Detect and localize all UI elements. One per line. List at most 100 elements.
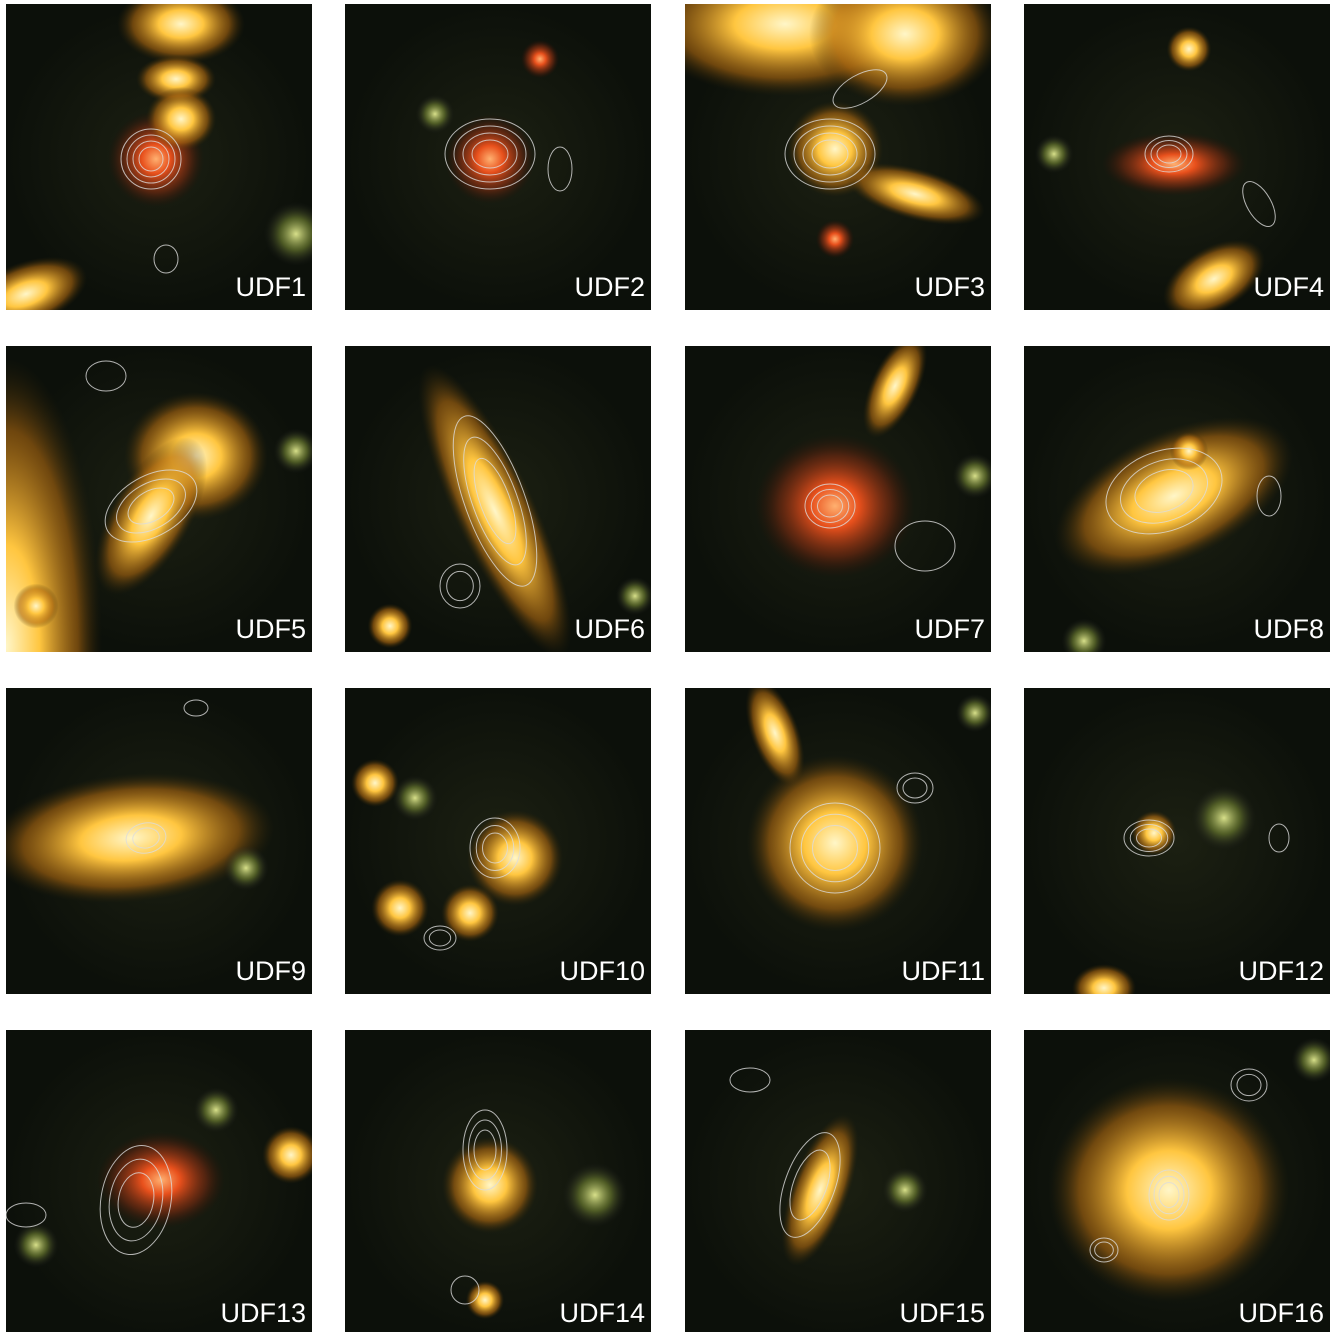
- galaxy: [442, 1137, 538, 1233]
- galaxy: [445, 114, 535, 204]
- galaxy: [145, 87, 217, 151]
- contour: [817, 494, 843, 518]
- contour: [1119, 458, 1209, 524]
- contour: [832, 69, 888, 109]
- galaxy: [418, 365, 572, 652]
- galaxy: [845, 163, 985, 225]
- contour: [1094, 1241, 1114, 1259]
- contour: [802, 132, 858, 176]
- contour: [1150, 140, 1188, 168]
- panel-label: UDF7: [914, 614, 985, 644]
- contour: [439, 563, 481, 609]
- panel: UDF4: [1024, 4, 1330, 310]
- galaxy: [95, 437, 207, 595]
- contour: [473, 457, 517, 545]
- contour: [812, 825, 858, 871]
- galaxy: [955, 693, 991, 733]
- contour: [125, 822, 167, 854]
- contour: [428, 929, 452, 947]
- contour: [1144, 135, 1194, 173]
- panel: UDF6: [345, 346, 651, 652]
- galaxy: [6, 256, 88, 310]
- contour: [811, 139, 849, 169]
- galaxy: [882, 1167, 928, 1213]
- contour: [1134, 469, 1194, 513]
- panel-label: UDF15: [899, 1298, 985, 1328]
- contour: [793, 125, 867, 183]
- panel: UDF14: [345, 1030, 651, 1332]
- contour: [475, 825, 515, 871]
- galaxy: [1162, 239, 1266, 310]
- galaxy: [1291, 1037, 1330, 1083]
- panel-label: UDF14: [559, 1298, 645, 1328]
- panel: UDF10: [345, 688, 651, 994]
- panel: UDF13: [6, 1030, 312, 1332]
- panel-background: [1024, 688, 1330, 994]
- galaxy: [1166, 26, 1212, 72]
- galaxy: [273, 428, 312, 474]
- galaxy: [862, 346, 928, 438]
- contour: [138, 146, 164, 172]
- galaxy: [747, 755, 923, 931]
- galaxy: [415, 94, 455, 134]
- contour: [471, 139, 509, 169]
- contour: [468, 1119, 502, 1181]
- galaxy: [13, 1222, 59, 1268]
- galaxy: [1102, 132, 1246, 196]
- contour: [1242, 181, 1276, 227]
- galaxy: [193, 1087, 239, 1133]
- contour: [452, 415, 538, 587]
- contour: [789, 802, 881, 894]
- panel: UDF12: [1024, 688, 1330, 994]
- panel-label: UDF8: [1253, 614, 1324, 644]
- contour: [108, 1158, 164, 1242]
- contour: [1153, 1175, 1185, 1215]
- panel: UDF15: [685, 1030, 991, 1332]
- panel: UDF3: [685, 4, 991, 310]
- contour: [1230, 1068, 1268, 1102]
- contour: [1136, 828, 1162, 848]
- galaxy: [745, 688, 805, 787]
- contour: [446, 570, 474, 602]
- contour: [85, 360, 127, 392]
- contour: [894, 520, 956, 572]
- galaxy: [1054, 416, 1294, 576]
- contour: [183, 699, 209, 717]
- contour: [132, 140, 170, 178]
- galaxy: [351, 759, 399, 807]
- panel: UDF7: [685, 346, 991, 652]
- panel: UDF11: [685, 688, 991, 994]
- contour: [1256, 475, 1282, 517]
- galaxy: [1034, 134, 1074, 174]
- galaxy: [815, 219, 855, 259]
- contour: [104, 469, 198, 543]
- contour: [804, 483, 856, 529]
- panel-label: UDF6: [574, 614, 645, 644]
- contour: [779, 1132, 841, 1238]
- contour: [127, 487, 175, 525]
- contour: [132, 827, 160, 849]
- contour: [6, 1202, 47, 1228]
- contour: [117, 1172, 155, 1228]
- contour: [423, 925, 457, 951]
- contour: [800, 813, 870, 883]
- panel: UDF2: [345, 4, 651, 310]
- panel-label: UDF11: [901, 956, 985, 986]
- galaxy: [1061, 618, 1107, 652]
- galaxy: [223, 845, 269, 891]
- panel: UDF1: [6, 4, 312, 310]
- contour: [453, 125, 527, 183]
- contour: [896, 772, 934, 804]
- galaxy: [117, 4, 245, 64]
- contour: [462, 132, 518, 176]
- contour: [463, 436, 527, 566]
- galaxy: [1192, 786, 1256, 850]
- contour: [120, 128, 182, 190]
- galaxy: [1072, 964, 1136, 994]
- panel: UDF5: [6, 346, 312, 652]
- contour: [482, 832, 508, 864]
- panel-label: UDF1: [235, 272, 306, 302]
- contour: [126, 134, 176, 184]
- panel-label: UDF5: [235, 614, 306, 644]
